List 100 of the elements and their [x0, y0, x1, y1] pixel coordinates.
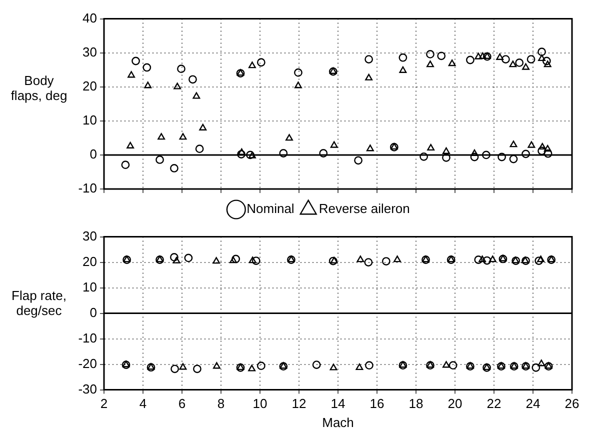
point [498, 152, 506, 162]
x-axis-title: Mach [322, 414, 354, 430]
point [279, 149, 288, 158]
point [195, 144, 204, 154]
point [142, 63, 152, 72]
x-tick-label: 2 [100, 396, 108, 412]
point [482, 256, 492, 265]
point [279, 362, 288, 371]
point [542, 56, 551, 66]
y-tick-label: -10 [78, 180, 97, 196]
point [328, 256, 338, 266]
point [238, 148, 246, 155]
point [177, 64, 186, 74]
point [328, 67, 338, 76]
point [538, 146, 546, 156]
point [510, 362, 518, 369]
point [286, 134, 293, 141]
point [319, 149, 328, 158]
x-tick-label: 10 [252, 396, 268, 412]
point [147, 363, 155, 370]
point [538, 360, 546, 366]
point [544, 362, 553, 371]
legend-label: Reverse aileron [318, 201, 410, 216]
point [212, 257, 220, 264]
point [526, 55, 536, 64]
point [474, 52, 482, 60]
point [365, 74, 373, 80]
point [126, 142, 134, 149]
point [330, 364, 338, 370]
y-tick-label: 30 [82, 44, 97, 60]
point [544, 144, 552, 152]
point [179, 363, 187, 370]
point [398, 361, 408, 370]
y-axis-title: Flap rate, deg/sec [10, 288, 68, 318]
x-tick-label: 14 [330, 396, 346, 412]
point [172, 256, 180, 264]
point [466, 362, 474, 371]
point [128, 71, 136, 78]
point [544, 149, 552, 158]
y-tick-label: 40 [82, 10, 97, 26]
x-tick-label: 22 [486, 396, 502, 412]
point [329, 67, 337, 74]
point [256, 58, 266, 67]
point [294, 68, 302, 77]
point [426, 60, 434, 68]
point [248, 152, 256, 158]
point [294, 82, 302, 88]
point [470, 152, 479, 162]
legend-label: Nominal [246, 201, 294, 216]
point [466, 56, 474, 64]
point [312, 360, 321, 370]
point [488, 256, 496, 262]
point [482, 150, 490, 160]
point [330, 141, 338, 148]
point [426, 361, 434, 368]
point [442, 361, 450, 368]
point [248, 256, 256, 264]
y-tick-label: 10 [82, 279, 97, 294]
point [448, 361, 458, 370]
point [537, 256, 545, 262]
y-axis-title: Body flaps, deg [10, 73, 68, 104]
point [544, 362, 552, 369]
point [122, 360, 130, 368]
point [132, 56, 140, 66]
point [365, 361, 374, 370]
point [448, 60, 456, 66]
point [382, 257, 390, 266]
point [399, 66, 407, 73]
point [394, 256, 401, 262]
y-tick-label: 10 [82, 112, 97, 128]
point [538, 142, 546, 150]
y-tick-label: 0 [90, 146, 97, 162]
point [230, 256, 238, 264]
y-tick-label: 20 [82, 78, 97, 94]
point [420, 152, 428, 161]
point [498, 254, 508, 264]
x-tick-label: 24 [526, 396, 540, 412]
point [470, 149, 478, 156]
point [502, 55, 510, 64]
y-tick-label: -30 [78, 381, 97, 396]
x-tick-label: 6 [178, 396, 186, 412]
point [144, 82, 152, 88]
point [170, 164, 178, 172]
point [248, 364, 256, 372]
point [515, 58, 524, 67]
point [156, 156, 164, 164]
point [354, 156, 362, 165]
x-tick-label: 20 [448, 396, 462, 412]
point [212, 362, 220, 369]
point [510, 362, 518, 371]
point [442, 147, 450, 154]
x-tick-label: 4 [139, 396, 147, 412]
point [146, 363, 156, 372]
point [170, 253, 178, 262]
x-tick-label: 8 [217, 396, 225, 412]
x-tick-label: 26 [564, 396, 580, 412]
point [498, 362, 505, 369]
point [538, 54, 546, 62]
point [122, 360, 130, 370]
x-tick-label: 12 [292, 396, 306, 412]
